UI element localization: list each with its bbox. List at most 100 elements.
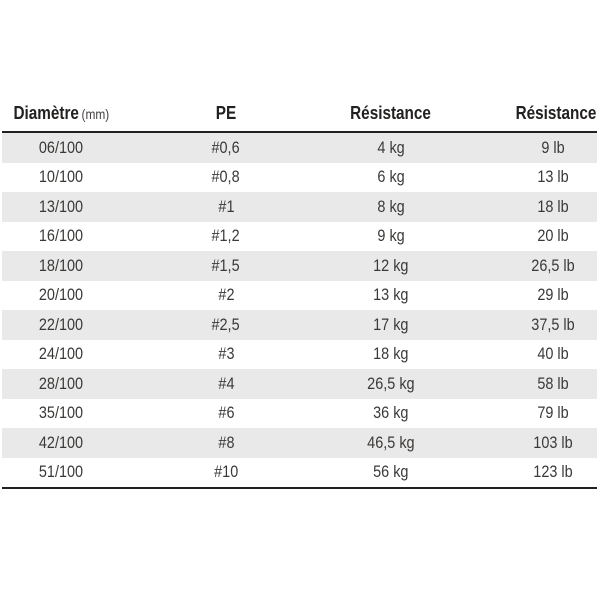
table-cell: 22/100 bbox=[2, 315, 120, 335]
table-cell: 42/100 bbox=[2, 433, 120, 453]
table-cell-value: 37,5 lb bbox=[531, 314, 575, 334]
table-cell-value: #1,2 bbox=[211, 226, 241, 246]
table-cell-value: 35/100 bbox=[38, 403, 84, 423]
table-cell-value: 16/100 bbox=[38, 226, 84, 246]
col-header-resistance-lb: Résistance bbox=[450, 103, 597, 124]
table-cell: 13 lb bbox=[450, 167, 597, 187]
table-cell: #10 bbox=[120, 462, 332, 482]
table-cell-value: #2,5 bbox=[211, 314, 241, 334]
table-cell: 26,5 kg bbox=[332, 374, 450, 394]
table-row: 06/100 #0,6 4 kg 9 lb bbox=[2, 133, 597, 163]
col-header-diametre: Diamètre (mm) bbox=[2, 103, 120, 124]
table-cell-value: #6 bbox=[217, 403, 235, 423]
table-cell-value: 79 lb bbox=[537, 403, 569, 423]
col-header-resistance-kg: Résistance bbox=[332, 103, 450, 124]
table-cell: 46,5 kg bbox=[332, 433, 450, 453]
table-cell: 13/100 bbox=[2, 197, 120, 217]
col-header-diametre-label: Diamètre bbox=[13, 103, 79, 123]
table-cell: 8 kg bbox=[332, 197, 450, 217]
table-cell-value: 18 lb bbox=[537, 196, 569, 216]
table-cell-value: 13 kg bbox=[373, 285, 409, 305]
table-cell: 13 kg bbox=[332, 285, 450, 305]
table-cell-value: 8 kg bbox=[377, 196, 405, 216]
table-body: 06/100 #0,6 4 kg 9 lb 10/100 #0,8 6 kg 13 lb 13/… bbox=[2, 133, 597, 489]
table-row: 10/100 #0,8 6 kg 13 lb bbox=[2, 163, 597, 193]
table-cell: #0,8 bbox=[120, 167, 332, 187]
table-cell-value: 20 lb bbox=[537, 226, 569, 246]
table-cell: #6 bbox=[120, 403, 332, 423]
table-cell: #8 bbox=[120, 433, 332, 453]
table-cell-value: 26,5 kg bbox=[367, 373, 415, 393]
table-row: 35/100 #6 36 kg 79 lb bbox=[2, 399, 597, 429]
table-cell: 10/100 bbox=[2, 167, 120, 187]
table-cell: 123 lb bbox=[450, 462, 597, 482]
table-cell-value: 42/100 bbox=[38, 432, 84, 452]
table-cell: 9 kg bbox=[332, 226, 450, 246]
table-cell: 103 lb bbox=[450, 433, 597, 453]
table-cell: 79 lb bbox=[450, 403, 597, 423]
table-cell-value: 13 lb bbox=[537, 167, 569, 187]
table-row: 18/100 #1,5 12 kg 26,5 lb bbox=[2, 251, 597, 281]
line-spec-table: Diamètre (mm) PE Résistance Résistance 06… bbox=[2, 96, 597, 489]
table-cell-value: 12 kg bbox=[373, 255, 409, 275]
table-row: 22/100 #2,5 17 kg 37,5 lb bbox=[2, 310, 597, 340]
table-cell-value: #3 bbox=[217, 344, 235, 364]
table-cell: #0,6 bbox=[120, 138, 332, 158]
table-cell-value: #10 bbox=[213, 462, 239, 482]
col-header-diametre-unit: (mm) bbox=[81, 106, 109, 122]
table-cell-value: #1 bbox=[217, 196, 235, 216]
table-cell: #1,5 bbox=[120, 256, 332, 276]
table-cell: 17 kg bbox=[332, 315, 450, 335]
table-cell: #1 bbox=[120, 197, 332, 217]
table-cell-value: 36 kg bbox=[373, 403, 409, 423]
col-header-pe-label: PE bbox=[215, 103, 237, 123]
table-row: 20/100 #2 13 kg 29 lb bbox=[2, 281, 597, 311]
col-header-pe: PE bbox=[120, 103, 332, 124]
table-cell: 12 kg bbox=[332, 256, 450, 276]
table-row: 28/100 #4 26,5 kg 58 lb bbox=[2, 369, 597, 399]
table-cell-value: 06/100 bbox=[38, 137, 84, 157]
table-cell: 35/100 bbox=[2, 403, 120, 423]
table-cell-value: 9 lb bbox=[541, 137, 565, 157]
table-cell: #3 bbox=[120, 344, 332, 364]
table-cell: 28/100 bbox=[2, 374, 120, 394]
table-cell-value: #0,6 bbox=[211, 137, 241, 157]
table-cell-value: 29 lb bbox=[537, 285, 569, 305]
table-cell-value: 18 kg bbox=[373, 344, 409, 364]
col-header-resistance-lb-label: Résistance bbox=[515, 103, 597, 123]
table-row: 42/100 #8 46,5 kg 103 lb bbox=[2, 428, 597, 458]
table-cell: 18 lb bbox=[450, 197, 597, 217]
table-cell: 18 kg bbox=[332, 344, 450, 364]
table-cell: 58 lb bbox=[450, 374, 597, 394]
table-cell: #4 bbox=[120, 374, 332, 394]
table-cell: 4 kg bbox=[332, 138, 450, 158]
table-cell: 56 kg bbox=[332, 462, 450, 482]
table-cell: 40 lb bbox=[450, 344, 597, 364]
table-cell: 18/100 bbox=[2, 256, 120, 276]
table-cell: #1,2 bbox=[120, 226, 332, 246]
table-cell-value: #0,8 bbox=[211, 167, 241, 187]
table-cell-value: 123 lb bbox=[533, 462, 573, 482]
table-cell: 26,5 lb bbox=[450, 256, 597, 276]
table-cell-value: 17 kg bbox=[373, 314, 409, 334]
table-cell-value: 6 kg bbox=[377, 167, 405, 187]
table-cell-value: 56 kg bbox=[373, 462, 409, 482]
table-row: 51/100 #10 56 kg 123 lb bbox=[2, 458, 597, 488]
table-cell-value: 10/100 bbox=[38, 167, 84, 187]
table-cell-value: 26,5 lb bbox=[531, 255, 575, 275]
table-cell-value: 20/100 bbox=[38, 285, 84, 305]
table-cell: 9 lb bbox=[450, 138, 597, 158]
table-cell-value: 103 lb bbox=[533, 432, 573, 452]
table-cell-value: 9 kg bbox=[377, 226, 405, 246]
table-cell-value: 24/100 bbox=[38, 344, 84, 364]
table-cell: 06/100 bbox=[2, 138, 120, 158]
table-cell: 36 kg bbox=[332, 403, 450, 423]
table-cell-value: 51/100 bbox=[38, 462, 84, 482]
table-cell-value: 58 lb bbox=[537, 373, 569, 393]
table-cell-value: #1,5 bbox=[211, 255, 241, 275]
table-cell: 29 lb bbox=[450, 285, 597, 305]
table-cell: 20 lb bbox=[450, 226, 597, 246]
table-cell-value: 22/100 bbox=[38, 314, 84, 334]
table-cell: 24/100 bbox=[2, 344, 120, 364]
